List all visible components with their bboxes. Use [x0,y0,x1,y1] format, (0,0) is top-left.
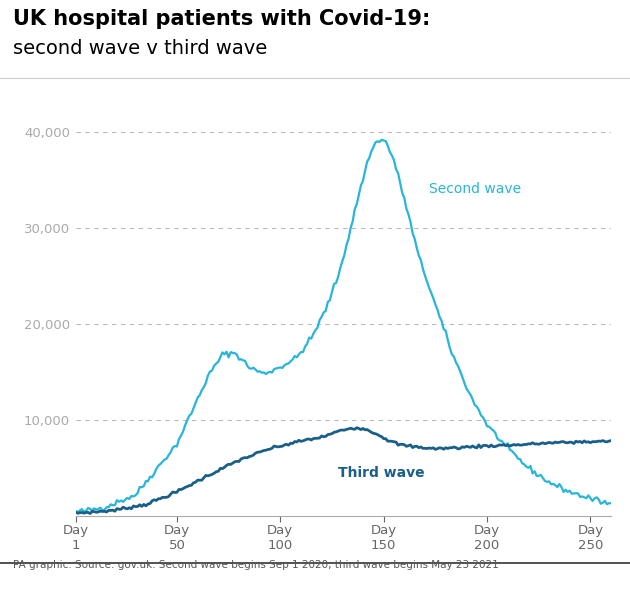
Text: second wave v third wave: second wave v third wave [13,39,267,58]
Text: Second wave: Second wave [429,183,521,196]
Text: Third wave: Third wave [338,466,425,480]
Text: UK hospital patients with Covid-19:: UK hospital patients with Covid-19: [13,9,430,29]
Text: PA graphic. Source: gov.uk. Second wave begins Sep 1 2020, third wave begins May: PA graphic. Source: gov.uk. Second wave … [13,560,498,570]
